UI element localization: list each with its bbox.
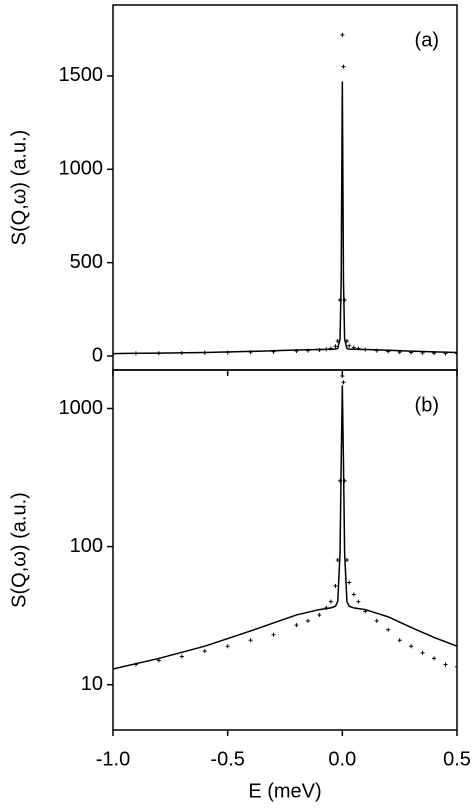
data-point [356,599,361,604]
x-tick-label: -0.5 [210,748,244,770]
data-point [225,644,230,649]
data-point [179,654,184,659]
panel-label: (a) [415,29,439,51]
data-point [317,612,322,617]
data-point [248,638,253,643]
x-tick-label: -1.0 [96,748,130,770]
data-point [333,344,338,349]
y-tick-label: 0 [92,344,103,366]
data-point [328,599,333,604]
y-tick-label: 1000 [59,397,104,419]
x-tick-label: 0.0 [328,748,356,770]
data-point [432,656,437,661]
y-axis-label: S(Q,ω) (a.u.) [8,130,30,246]
data-point [386,627,391,632]
data-point [294,623,299,628]
data-point [341,64,346,69]
y-tick-label: 1500 [59,64,104,86]
data-point [347,343,352,348]
data-point [305,618,310,623]
y-tick-label: 100 [70,535,103,557]
data-point [333,583,338,588]
data-point [397,638,402,643]
panel-label: (b) [415,394,439,416]
data-point [351,592,356,597]
data-point [347,580,352,585]
y-tick-label: 500 [70,251,103,273]
data-point [271,632,276,637]
data-point [455,351,457,356]
y-tick-label: 10 [81,673,103,695]
plot-area [113,373,457,671]
x-tick-label: 0.5 [443,748,471,770]
plot-frame [112,369,458,731]
data-point [341,380,346,385]
plot-frame [112,4,458,371]
data-point [420,650,425,655]
fit-line [113,81,457,355]
data-point [340,32,345,37]
y-tick-label: 1000 [59,158,104,180]
data-point [455,664,457,669]
data-point [202,649,207,654]
data-point [443,662,448,667]
data-point [374,618,379,623]
fit-line [113,385,457,670]
data-point [409,644,414,649]
plot-area [113,32,457,356]
data-point [340,373,345,378]
y-axis-label: S(Q,ω) (a.u.) [8,492,30,608]
x-axis-label: E (meV) [248,780,321,802]
